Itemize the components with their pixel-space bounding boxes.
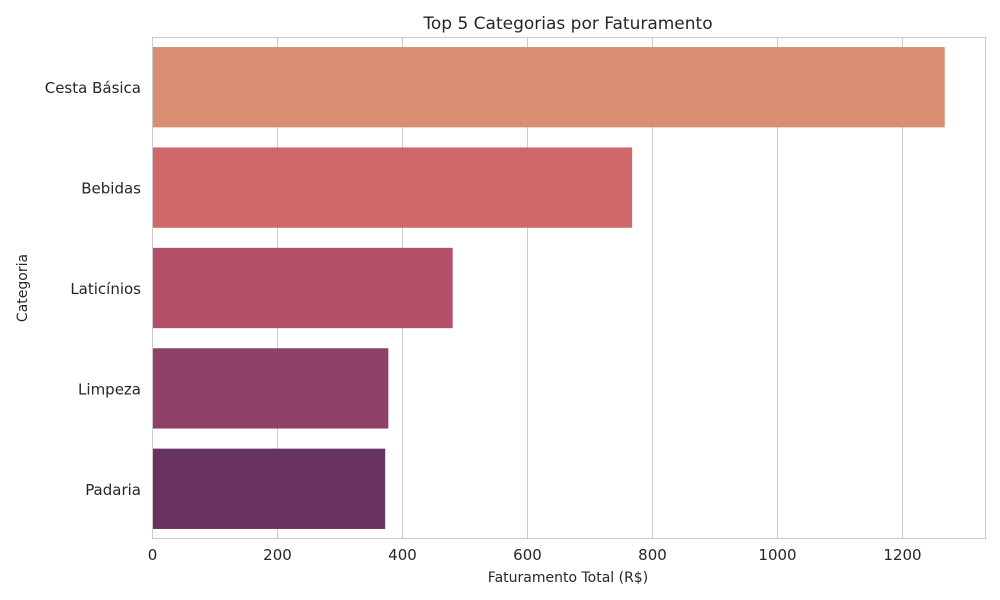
y-axis-ticks: Cesta Básica Bebidas Laticínios Limpeza Pada… bbox=[45, 79, 141, 499]
x-tick-label: 600 bbox=[513, 546, 542, 564]
x-axis-label: Faturamento Total (R$) bbox=[488, 570, 648, 586]
chart-title: Top 5 Categorias por Faturamento bbox=[422, 14, 712, 34]
y-tick-label: Cesta Básica bbox=[45, 79, 141, 97]
y-tick-label: Laticínios bbox=[70, 280, 141, 298]
x-axis-ticks: 0 200 400 600 800 1000 1200 bbox=[148, 546, 922, 564]
x-tick-label: 400 bbox=[388, 546, 417, 564]
bars bbox=[152, 47, 945, 529]
bar-4 bbox=[152, 348, 389, 429]
y-tick-label: Padaria bbox=[85, 481, 141, 499]
bar-5 bbox=[152, 448, 386, 529]
y-tick-label: Limpeza bbox=[78, 380, 141, 398]
y-tick-label: Bebidas bbox=[81, 180, 141, 198]
x-tick-label: 0 bbox=[148, 546, 158, 564]
bar-3 bbox=[152, 247, 453, 329]
x-tick-label: 1200 bbox=[883, 546, 921, 564]
bar-1 bbox=[152, 47, 945, 128]
x-tick-label: 1000 bbox=[758, 546, 796, 564]
y-axis-label: Categoria bbox=[15, 254, 31, 322]
x-tick-label: 800 bbox=[638, 546, 667, 564]
bar-2 bbox=[152, 147, 633, 228]
x-tick-label: 200 bbox=[263, 546, 292, 564]
plot-frame bbox=[152, 37, 986, 539]
